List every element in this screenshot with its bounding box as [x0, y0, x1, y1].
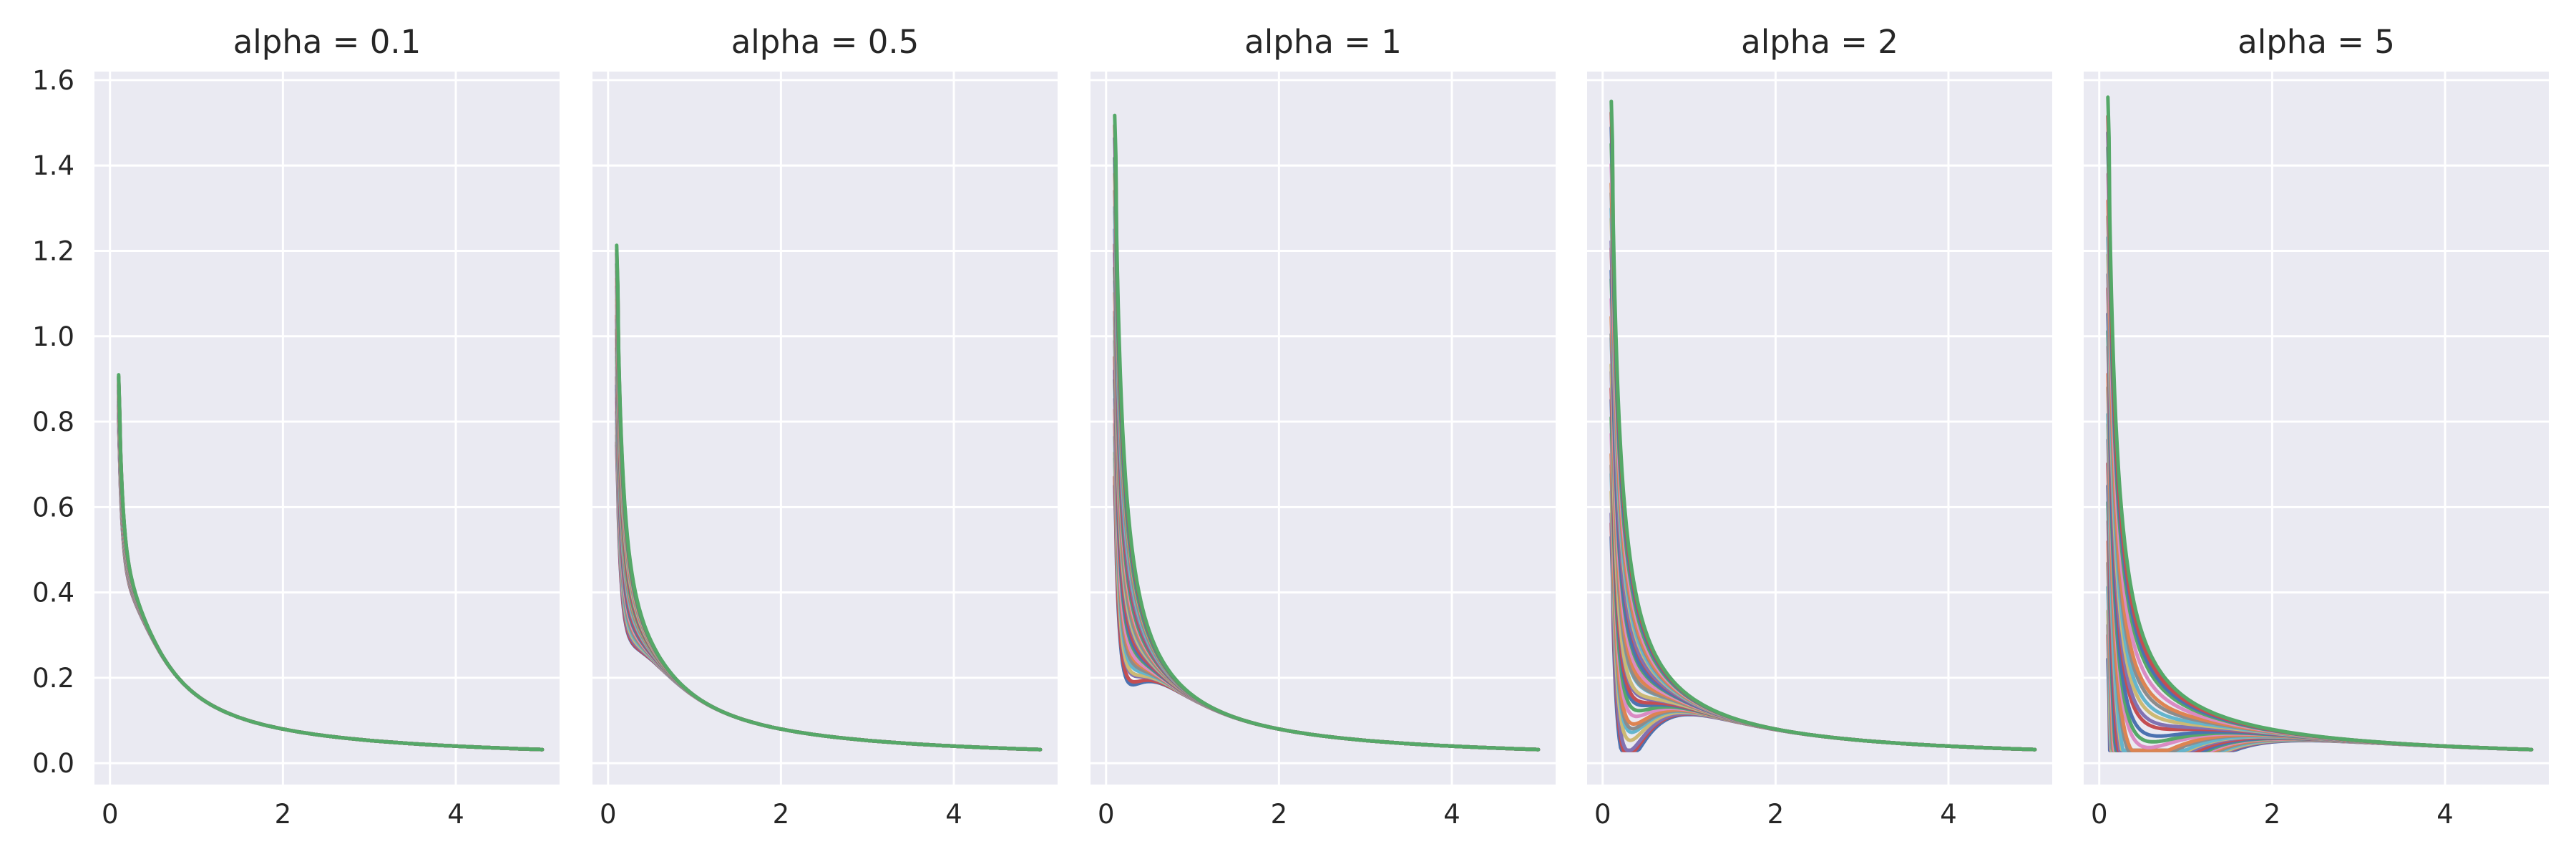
panel-4: alpha = 2 0 2 4	[1587, 23, 2052, 830]
series-group	[615, 243, 1043, 752]
series-line	[117, 373, 545, 752]
y-tick-label: 0.0	[32, 748, 74, 779]
plot-area	[2084, 72, 2549, 785]
panel-title: alpha = 5	[2238, 23, 2395, 61]
y-tick-label: 0.4	[32, 578, 74, 608]
x-tick-label: 0	[600, 799, 617, 830]
y-tick-label: 1.0	[32, 321, 74, 352]
x-tick-label: 2	[1767, 799, 1785, 830]
y-tick-label: 1.2	[32, 236, 74, 266]
y-tick-label: 0.8	[32, 407, 74, 437]
panel-title: alpha = 2	[1741, 23, 1898, 61]
y-tick-label: 0.2	[32, 663, 74, 694]
x-tick-label: 2	[2264, 799, 2281, 830]
x-tick-label: 4	[447, 799, 464, 830]
panel-2: alpha = 0.5 0 2 4	[592, 23, 1058, 830]
x-tick-label: 0	[2091, 799, 2108, 830]
x-tick-label: 0	[102, 799, 119, 830]
x-tick-label: 4	[2436, 799, 2454, 830]
plot-area	[1587, 72, 2052, 785]
y-tick-label: 1.4	[32, 150, 74, 181]
panel-5: alpha = 5 0 2 4	[2084, 23, 2549, 830]
x-tick-label: 2	[1271, 799, 1288, 830]
x-tick-label: 2	[773, 799, 790, 830]
panel-1: alpha = 0.1 0 2 4 0.0 0.2 0.4 0.6 0.8 1.0 1.2 1.4 1.…	[32, 23, 560, 830]
series-line	[2106, 95, 2534, 752]
y-tick-label: 0.6	[32, 492, 74, 523]
x-tick-label: 4	[945, 799, 962, 830]
plot-area	[94, 72, 560, 785]
y-tick-label: 1.6	[32, 65, 74, 96]
series-line	[1609, 100, 2037, 752]
panel-title: alpha = 0.5	[731, 23, 919, 61]
series-group	[2106, 95, 2534, 752]
x-tick-label: 0	[1098, 799, 1115, 830]
series-line	[1113, 113, 1541, 752]
panel-title: alpha = 1	[1244, 23, 1402, 61]
panel-title: alpha = 0.1	[233, 23, 421, 61]
plot-area	[1091, 72, 1556, 785]
x-tick-label: 4	[1443, 799, 1460, 830]
series-line	[615, 243, 1043, 752]
plot-area	[592, 72, 1058, 785]
x-tick-label: 0	[1594, 799, 1611, 830]
series-group	[117, 373, 545, 752]
series-group	[1609, 100, 2037, 752]
x-tick-label: 4	[1940, 799, 1957, 830]
x-tick-label: 2	[275, 799, 292, 830]
series-group	[1113, 113, 1541, 752]
panel-3: alpha = 1 0 2 4	[1091, 23, 1556, 830]
